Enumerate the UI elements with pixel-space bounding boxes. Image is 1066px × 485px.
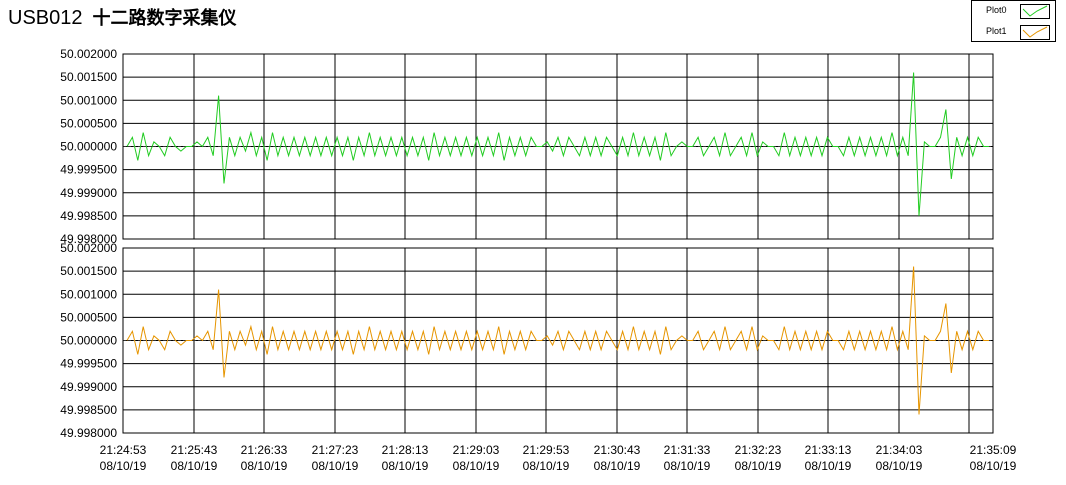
x-tick-time: 21:32:23 <box>735 443 782 457</box>
y-tick-label: 50.000000 <box>60 140 117 154</box>
y-tick-label: 49.998000 <box>60 232 117 246</box>
y-tick-label: 50.000000 <box>60 334 117 348</box>
x-tick-date: 08/10/19 <box>664 459 711 473</box>
x-tick-date: 08/10/19 <box>876 459 923 473</box>
y-tick-label: 50.001000 <box>60 287 117 301</box>
series-line-plot0 <box>126 72 989 216</box>
y-tick-label: 50.000500 <box>60 116 117 130</box>
y-tick-label: 49.999000 <box>60 186 117 200</box>
y-tick-label: 49.998500 <box>60 403 117 417</box>
x-tick-date: 08/10/19 <box>594 459 641 473</box>
app-subtitle: 十二路数字采集仪 <box>92 8 237 29</box>
x-tick-date: 08/10/19 <box>453 459 500 473</box>
x-tick-time: 21:30:43 <box>594 443 641 457</box>
x-tick-time: 21:28:13 <box>382 443 429 457</box>
x-tick-time: 21:33:13 <box>805 443 852 457</box>
legend-line-plot1 <box>1022 26 1048 38</box>
x-tick-date: 08/10/19 <box>970 459 1017 473</box>
y-tick-label: 49.999000 <box>60 380 117 394</box>
x-tick-date: 08/10/19 <box>312 459 359 473</box>
x-tick-date: 08/10/19 <box>100 459 147 473</box>
legend-line-plot0 <box>1022 5 1048 17</box>
y-tick-label: 50.001000 <box>60 93 117 107</box>
y-tick-label: 50.001500 <box>60 264 117 278</box>
legend-swatch-plot1 <box>1020 25 1050 40</box>
x-tick-time: 21:29:53 <box>523 443 570 457</box>
y-tick-label: 49.998000 <box>60 426 117 440</box>
x-tick-time: 21:29:03 <box>453 443 500 457</box>
y-tick-label: 50.001500 <box>60 70 117 84</box>
x-tick-time: 21:25:43 <box>171 443 218 457</box>
plot-frame-0 <box>122 53 994 240</box>
y-tick-label: 50.002000 <box>60 47 117 61</box>
series-line-plot1 <box>126 266 989 415</box>
legend-swatch-plot0 <box>1020 4 1050 19</box>
x-tick-time: 21:26:33 <box>241 443 288 457</box>
x-tick-date: 08/10/19 <box>171 459 218 473</box>
x-tick-time: 21:34:03 <box>876 443 923 457</box>
x-tick-date: 08/10/19 <box>735 459 782 473</box>
x-tick-date: 08/10/19 <box>523 459 570 473</box>
y-tick-label: 49.999500 <box>60 163 117 177</box>
app-title: USB012 十二路数字采集仪 <box>8 4 237 32</box>
x-tick-time: 21:31:33 <box>664 443 711 457</box>
y-tick-label: 50.000500 <box>60 310 117 324</box>
y-tick-label: 49.999500 <box>60 357 117 371</box>
legend-item-plot0: Plot0 <box>972 2 1055 22</box>
app-name: USB012 <box>8 7 83 29</box>
plot-frame-1 <box>122 247 994 434</box>
legend-label-plot1: Plot1 <box>986 26 1007 36</box>
x-tick-date: 08/10/19 <box>805 459 852 473</box>
y-tick-label: 50.002000 <box>60 241 117 255</box>
y-tick-label: 49.998500 <box>60 209 117 223</box>
x-tick-time: 21:27:23 <box>312 443 359 457</box>
legend-item-plot1: Plot1 <box>972 23 1055 43</box>
legend: Plot0 Plot1 <box>971 0 1056 42</box>
x-tick-date: 08/10/19 <box>382 459 429 473</box>
x-tick-date: 08/10/19 <box>241 459 288 473</box>
x-tick-time: 21:24:53 <box>100 443 147 457</box>
legend-label-plot0: Plot0 <box>986 5 1007 15</box>
x-tick-time: 21:35:09 <box>970 443 1017 457</box>
